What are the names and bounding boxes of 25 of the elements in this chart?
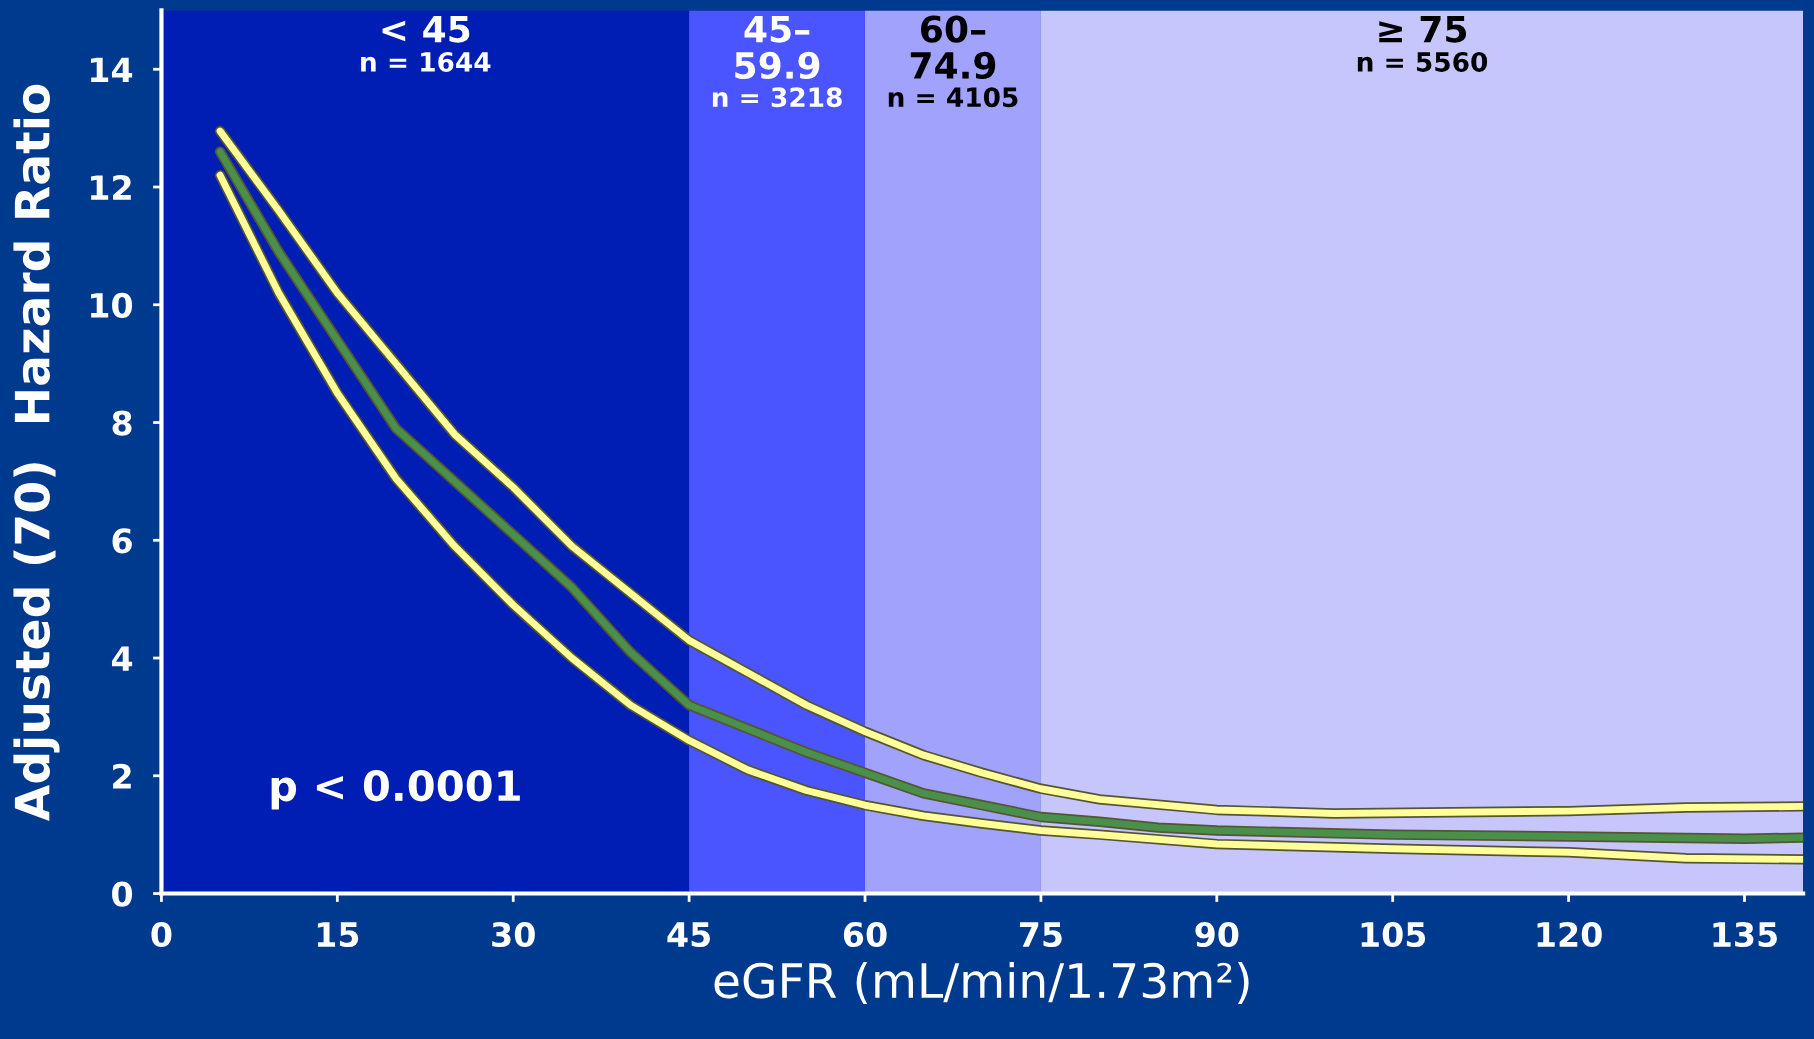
y-tick-label: 0 <box>112 881 133 907</box>
x-tick-label: 90 <box>1195 921 1239 948</box>
y-tick-label: 4 <box>111 646 133 671</box>
y-tick-label: 6 <box>112 528 132 554</box>
x-tick-label: 135 <box>1713 921 1777 948</box>
x-tick-label: 120 <box>1537 921 1602 948</box>
x-axis-title: eGFR (mL/min/1.73m²) <box>714 961 1249 1005</box>
band-label: ≥ 75 n = 5560 <box>1357 15 1488 72</box>
y-tick-label: 8 <box>112 410 132 436</box>
x-tick-label: 60 <box>843 921 887 948</box>
x-tick-label: 15 <box>317 922 359 948</box>
x-tick-label: 0 <box>151 921 172 948</box>
y-tick-label: 12 <box>91 174 131 200</box>
band-label: 45– 59.9 n = 3218 <box>712 15 842 108</box>
y-tick-label: 14 <box>91 57 133 82</box>
band-label: 60– 74.9 n = 4105 <box>888 15 1018 108</box>
y-axis-title: Adjusted (70) Hazard Ratio <box>13 84 60 822</box>
x-tick-label: 105 <box>1361 921 1426 948</box>
annotation: p < 0.0001 <box>271 769 520 810</box>
x-tick-label: 45 <box>667 922 710 948</box>
x-tick-label: 75 <box>1019 922 1062 948</box>
y-tick-label: 10 <box>91 292 133 318</box>
band-label: < 45 n = 1644 <box>361 15 491 72</box>
y-tick-label: 2 <box>113 763 131 789</box>
x-tick-label: 30 <box>492 921 535 948</box>
